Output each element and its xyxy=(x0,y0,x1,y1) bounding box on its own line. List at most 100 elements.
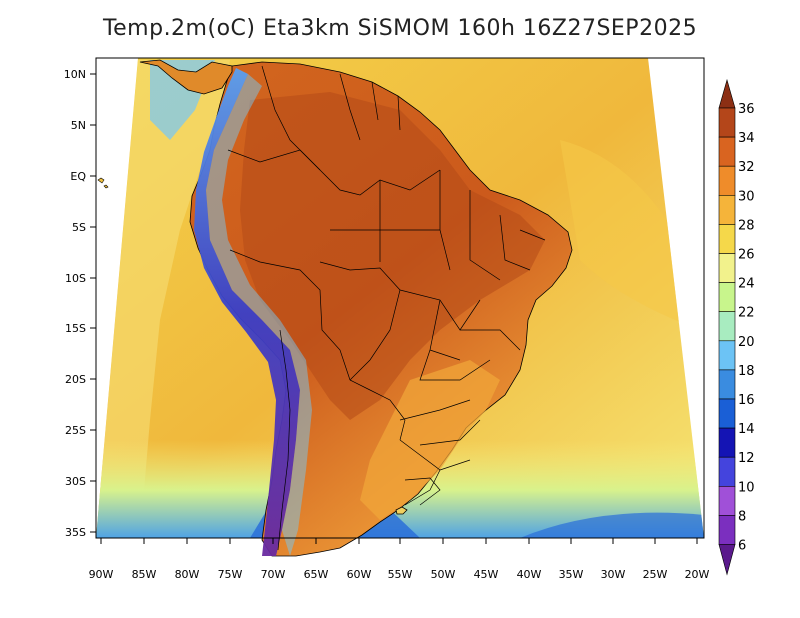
border-chile-argentina xyxy=(277,329,291,551)
colorbar-label: 34 xyxy=(738,131,755,146)
lat-label: 5N xyxy=(71,119,86,132)
lon-label: 75W xyxy=(218,568,243,581)
colorbar-swatch xyxy=(718,456,736,487)
colorbar-label: 6 xyxy=(738,539,746,554)
lon-label: 25W xyxy=(643,568,668,581)
map-title: Temp.2m(oC) Eta3km SiSMOM 160h 16Z27SEP2… xyxy=(102,16,698,41)
lon-tick: 20W xyxy=(685,538,710,581)
lat-tick-35s: 35S xyxy=(65,526,96,539)
lat-tick-10n: 10N xyxy=(64,68,96,81)
colorbar-swatch xyxy=(718,369,736,400)
lat-label: 10S xyxy=(65,272,86,285)
lat-label: 30S xyxy=(65,475,86,488)
political-borders xyxy=(227,65,546,551)
colorbar-swatch xyxy=(718,515,736,545)
brazil-states-central xyxy=(399,289,521,381)
falkland-islands xyxy=(395,506,408,515)
lon-label: 60W xyxy=(347,568,372,581)
colorbar-label: 12 xyxy=(738,451,755,466)
land-south-warm xyxy=(360,360,500,520)
lon-label: 50W xyxy=(431,568,456,581)
atlantic-warm-tongue xyxy=(560,140,700,330)
colorbar: 36 34 32 30 28 26 24 22 20 18 16 14 12 10 8 6 xyxy=(718,78,755,576)
brazil-states-south xyxy=(399,399,481,471)
pacific-cool-band xyxy=(96,60,230,538)
lon-label: 65W xyxy=(304,568,329,581)
lat-tick-5n: 5N xyxy=(71,119,96,132)
continent xyxy=(97,59,573,557)
lat-tick-30s: 30S xyxy=(65,475,96,488)
lon-label: 70W xyxy=(261,568,286,581)
border-venezuela-colombia xyxy=(261,65,301,151)
lat-label: 25S xyxy=(65,424,86,437)
brazil-states-north xyxy=(330,170,546,281)
colorbar-min-triangle xyxy=(718,544,736,576)
lon-label: 20W xyxy=(685,568,710,581)
andes-cold-strip xyxy=(194,68,300,556)
border-peru-bolivia xyxy=(229,249,351,381)
lon-tick: 70W xyxy=(261,538,286,581)
lon-tick: 50W xyxy=(431,538,456,581)
lon-tick: 65W xyxy=(304,538,329,581)
colorbar-label: 26 xyxy=(738,248,755,263)
atlantic-cold-patch xyxy=(520,512,704,538)
lon-tick: 40W xyxy=(517,538,542,581)
colorbar-swatch xyxy=(718,282,736,313)
colorbar-label: 32 xyxy=(738,160,755,175)
colorbar-swatch xyxy=(718,224,736,254)
colorbar-swatch xyxy=(718,340,736,371)
colorbar-label: 18 xyxy=(738,364,755,379)
lon-axis: 90W 85W 80W 75W 70W 65W 60W 55W 50W 45W … xyxy=(89,538,710,581)
colorbar-label: 24 xyxy=(738,277,755,292)
colorbar-swatch xyxy=(718,398,736,429)
colorbar-max-triangle xyxy=(718,78,736,109)
lat-tick-eq: EQ xyxy=(70,170,96,183)
colorbar-swatch xyxy=(718,485,736,516)
colorbar-label: 22 xyxy=(738,306,755,321)
lat-label: 15S xyxy=(65,322,86,335)
lon-tick: 80W xyxy=(175,538,200,581)
lat-label: EQ xyxy=(70,170,86,183)
lon-label: 40W xyxy=(517,568,542,581)
lat-tick-10s: 10S xyxy=(65,272,96,285)
lon-tick: 90W xyxy=(89,538,114,581)
lon-tick: 25W xyxy=(643,538,668,581)
lat-label: 5S xyxy=(72,221,86,234)
lon-tick: 85W xyxy=(132,538,157,581)
colorbar-label: 14 xyxy=(738,422,755,437)
colorbar-label: 28 xyxy=(738,218,755,233)
lat-label: 20S xyxy=(65,373,86,386)
colorbar-swatch xyxy=(718,136,736,167)
colorbar-swatch xyxy=(718,107,736,138)
lon-label: 55W xyxy=(388,568,413,581)
lat-tick-25s: 25S xyxy=(65,424,96,437)
lon-tick: 30W xyxy=(601,538,626,581)
lon-tick: 75W xyxy=(218,538,243,581)
border-brazil-north xyxy=(299,149,441,196)
lon-tick: 55W xyxy=(388,538,413,581)
border-guyanas xyxy=(339,73,401,141)
lat-label: 35S xyxy=(65,526,86,539)
lon-label: 90W xyxy=(89,568,114,581)
lon-label: 45W xyxy=(474,568,499,581)
lon-tick: 60W xyxy=(347,538,372,581)
colorbar-swatch xyxy=(718,165,736,196)
central-america-land xyxy=(139,59,233,95)
colorbar-swatch xyxy=(718,195,736,225)
border-uruguay xyxy=(404,477,441,506)
colorbar-label: 30 xyxy=(738,189,755,204)
lat-tick-5s: 5S xyxy=(72,221,96,234)
lat-tick-20s: 20S xyxy=(65,373,96,386)
border-paraguay xyxy=(349,379,406,441)
land-hot-core xyxy=(240,92,545,420)
lon-label: 85W xyxy=(132,568,157,581)
colorbar-label: 20 xyxy=(738,335,755,350)
lon-label: 80W xyxy=(175,568,200,581)
lon-tick: 45W xyxy=(474,538,499,581)
colorbar-label: 16 xyxy=(738,393,755,408)
lat-axis: 10N 5N EQ 5S 10S 15S 20S 25S 30S 35S xyxy=(64,68,96,539)
galapagos-islands xyxy=(97,177,109,189)
colorbar-swatch xyxy=(718,427,736,458)
lat-label: 10N xyxy=(64,68,86,81)
